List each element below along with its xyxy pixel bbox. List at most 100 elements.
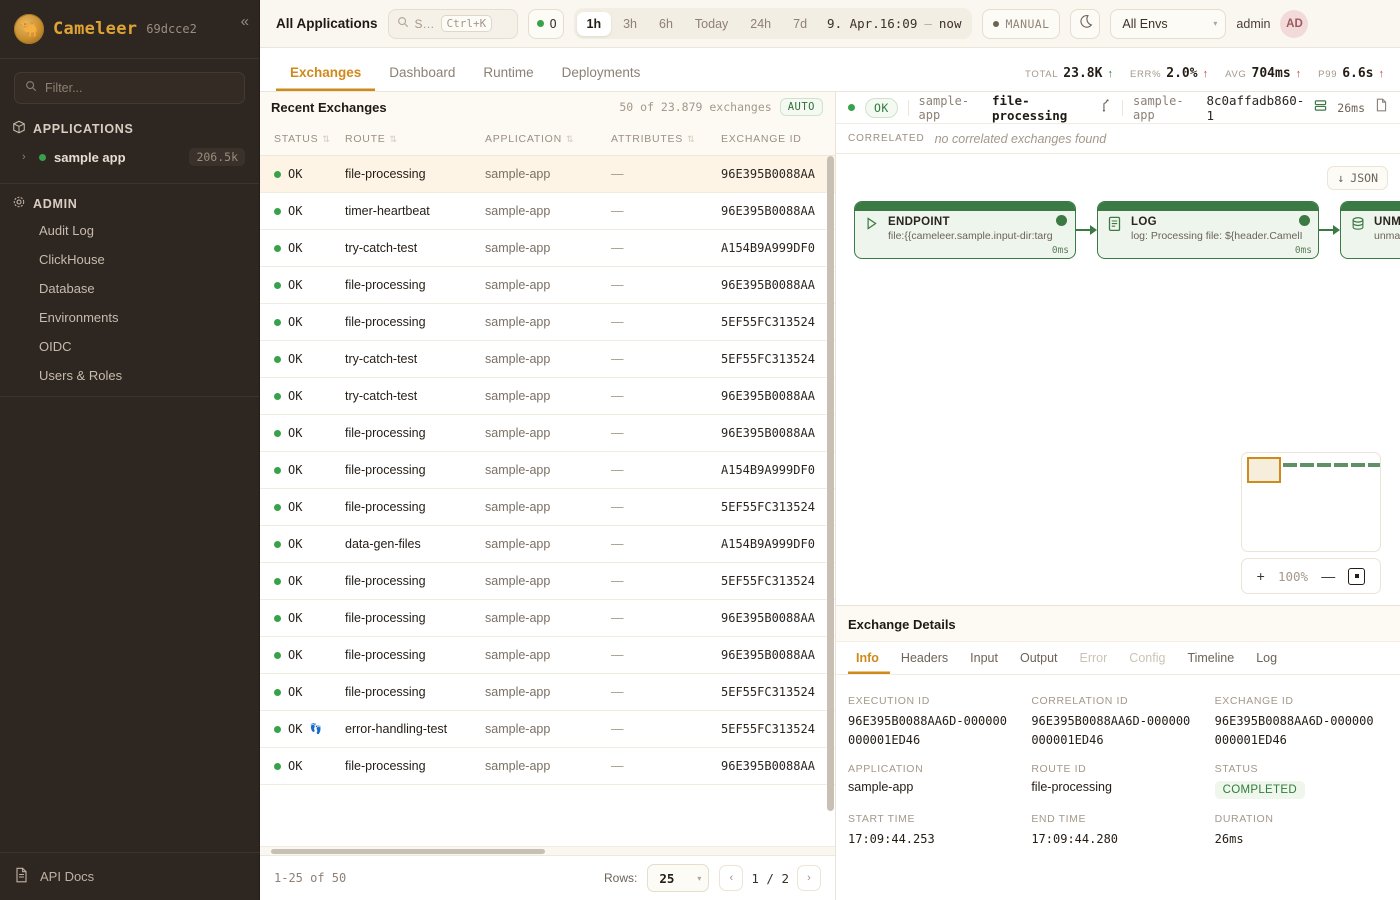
cell-exchange-id: 5EF55FC313524	[721, 562, 835, 600]
avatar[interactable]: AD	[1280, 9, 1309, 38]
status-dot-icon	[274, 207, 281, 215]
status-text: OK	[288, 352, 303, 366]
sidebar-section-label: APPLICATIONS	[33, 121, 134, 136]
table-row[interactable]: OK file-processing sample-app —96E395B0088A…	[260, 599, 835, 637]
table-row[interactable]: OK file-processing sample-app —5EF55FC31352…	[260, 673, 835, 711]
env-select[interactable]: All Envs ▾	[1110, 8, 1227, 39]
refresh-mode-button[interactable]: MANUAL	[982, 8, 1061, 39]
flow-node-log[interactable]: LOG log: Processing file: ${header.Camel…	[1097, 201, 1319, 259]
table-row[interactable]: OK try-catch-test sample-app —5EF55FC313524	[260, 340, 835, 378]
sidebar: 🐪 Cameleer 69dcce2 « APPLICATIONS › samp…	[0, 0, 260, 900]
node-header-bar	[1341, 202, 1400, 211]
sidebar-item-sample-app[interactable]: › sample app 206.5k	[0, 141, 259, 173]
absolute-range[interactable]: 9. Apr.16:09 — now	[819, 11, 969, 36]
field-label: STATUS	[1214, 763, 1259, 776]
flow-node-endpoint[interactable]: ENDPOINT file:{{cameleer.sample.input-di…	[854, 201, 1076, 259]
status-dot-icon	[274, 725, 281, 733]
tab-log[interactable]: Log	[1256, 651, 1278, 665]
col-status[interactable]: STATUS ⇅	[260, 122, 345, 156]
cell-exchange-id: A154B9A999DF0	[721, 229, 835, 267]
sidebar-item-environments[interactable]: Environments	[39, 310, 119, 325]
table-row[interactable]: OK file-processing sample-app —96E395B0088A…	[260, 266, 835, 304]
sidebar-filter[interactable]	[14, 72, 245, 104]
chevron-right-icon[interactable]: ›	[22, 151, 26, 163]
range-6h[interactable]: 6h	[659, 16, 673, 31]
fit-view-icon[interactable]	[1348, 567, 1366, 585]
breadcrumb-route[interactable]: file-processing	[991, 92, 1068, 123]
range-24h[interactable]: 24h	[750, 16, 772, 31]
table-row[interactable]: OK file-processing sample-app —96E395B0088A…	[260, 636, 835, 674]
tab-exchanges[interactable]: Exchanges	[276, 65, 375, 91]
global-search-input[interactable]: S… Ctrl+K	[387, 8, 518, 39]
status-filter-chip[interactable]: O	[527, 8, 564, 39]
route-flow-canvas[interactable]: ↓ JSON ENDPOINT	[836, 154, 1400, 606]
cell-status: OK	[260, 525, 345, 563]
table-row[interactable]: OK try-catch-test sample-app —96E395B0088AA	[260, 377, 835, 415]
tab-info[interactable]: Info	[848, 651, 890, 674]
col-attributes[interactable]: ATTRIBUTES ⇅	[611, 122, 721, 156]
sidebar-item-database[interactable]: Database	[39, 281, 95, 296]
table-row[interactable]: OK file-processing sample-app —5EF55FC31352…	[260, 488, 835, 526]
tab-deployments[interactable]: Deployments	[561, 65, 641, 80]
node-header-bar	[1098, 202, 1318, 211]
minimap[interactable]	[1241, 452, 1381, 552]
range-today[interactable]: Today	[694, 16, 729, 31]
table-horizontal-scrollbar[interactable]	[260, 846, 835, 855]
col-application[interactable]: APPLICATION ⇅	[485, 122, 611, 156]
range-3h[interactable]: 3h	[623, 16, 638, 31]
sidebar-item-clickhouse[interactable]: ClickHouse	[39, 252, 105, 267]
col-route[interactable]: ROUTE ⇅	[345, 122, 485, 156]
sidebar-item-audit-log[interactable]: Audit Log	[39, 223, 94, 238]
table-row[interactable]: OK file-processing sample-app —5EF55FC31352…	[260, 562, 835, 600]
table-row[interactable]: OK file-processing sample-app — A154B9A999DF…	[260, 451, 835, 489]
sidebar-item-users-roles[interactable]: Users & Roles	[39, 368, 123, 383]
document-icon[interactable]	[1375, 98, 1388, 117]
tab-timeline[interactable]: Timeline	[1187, 651, 1235, 665]
rows-per-page-select[interactable]: 25 ▾	[647, 864, 710, 892]
breadcrumb-application[interactable]: sample-app	[918, 93, 970, 122]
env-select-value: All Envs	[1122, 16, 1168, 31]
cell-exchange-id: 96E395B0088AA	[721, 377, 835, 415]
table-row[interactable]: OK try-catch-test sample-app — A154B9A999DF0	[260, 229, 835, 267]
next-page-button[interactable]: ›	[797, 865, 821, 891]
filter-input[interactable]	[45, 81, 234, 95]
cell-attributes: —	[611, 747, 721, 785]
table-row[interactable]: OK 👣 error-handling-test sample-app —5EF55FC…	[260, 710, 835, 748]
tab-headers[interactable]: Headers	[900, 651, 949, 665]
cell-attributes: —	[611, 488, 721, 526]
table-vertical-scrollbar[interactable]	[827, 156, 834, 840]
tab-input[interactable]: Input	[970, 651, 998, 665]
auto-refresh-chip[interactable]: AUTO	[779, 98, 823, 116]
status-dot-icon	[848, 104, 855, 111]
sidebar-item-oidc[interactable]: OIDC	[39, 339, 72, 354]
chevron-double-left-icon[interactable]: «	[240, 13, 249, 30]
col-exchange-id[interactable]: EXCHANGE ID	[721, 122, 835, 156]
cell-exchange-id: 96E395B0088AA	[721, 414, 835, 452]
theme-toggle-button[interactable]	[1070, 8, 1101, 39]
download-json-button[interactable]: ↓ JSON	[1327, 166, 1388, 190]
table-row[interactable]: OK file-processing sample-app —96E395B0088A…	[260, 414, 835, 452]
sidebar-item-api-docs[interactable]: API Docs	[0, 852, 260, 900]
tab-runtime[interactable]: Runtime	[483, 65, 534, 80]
node-subtitle: unmars	[1374, 230, 1400, 242]
range-7d[interactable]: 7d	[793, 16, 808, 31]
cell-attributes: —	[611, 451, 721, 489]
table-row[interactable]: OK data-gen-files sample-app — A154B9A999DF0	[260, 525, 835, 563]
breadcrumb-application-2[interactable]: sample-app	[1133, 93, 1184, 122]
table-row[interactable]: OK timer-heartbeat sample-app —96E395B0088A…	[260, 192, 835, 230]
table-row[interactable]: OK file-processing sample-app —96E395B0088A…	[260, 747, 835, 785]
table-row[interactable]: OK file-processing sample-app —96E395B0088A…	[260, 155, 835, 193]
table-row[interactable]: OK file-processing sample-app —5EF55FC31352…	[260, 303, 835, 341]
zoom-controls: + 100% —	[1241, 558, 1381, 594]
zoom-in-button[interactable]: +	[1256, 568, 1265, 584]
status-text: OK	[288, 167, 303, 181]
tab-output[interactable]: Output	[1019, 651, 1058, 665]
prev-page-button[interactable]: ‹	[719, 865, 744, 891]
node-duration: 0ms	[1051, 245, 1069, 256]
search-icon	[397, 15, 409, 33]
minimap-viewport[interactable]	[1247, 457, 1281, 483]
zoom-out-button[interactable]: —	[1321, 568, 1336, 584]
flow-node-unmarshal[interactable]: UNMA unmars	[1340, 201, 1400, 259]
range-1h[interactable]: 1h	[576, 11, 612, 36]
tab-dashboard[interactable]: Dashboard	[389, 65, 456, 80]
